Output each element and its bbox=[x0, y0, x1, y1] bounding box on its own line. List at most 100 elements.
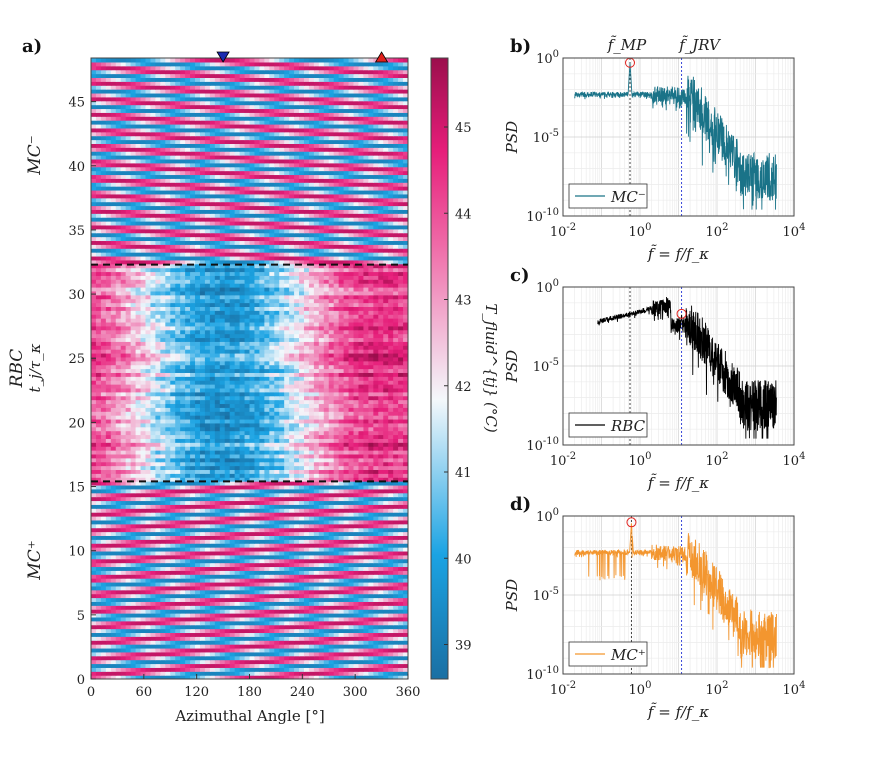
heatmap-cell bbox=[219, 667, 226, 672]
heatmap-cell bbox=[199, 651, 206, 657]
heatmap-cell bbox=[115, 655, 122, 661]
heatmap-cell bbox=[110, 671, 117, 676]
heatmap-cell bbox=[150, 465, 156, 471]
heatmap-cell bbox=[145, 667, 152, 672]
heatmap-cell bbox=[150, 671, 156, 676]
heatmap-cell bbox=[259, 613, 265, 618]
heatmap-cell bbox=[328, 481, 335, 486]
heatmap-cell bbox=[338, 628, 345, 634]
heatmap-cell bbox=[328, 523, 335, 529]
heatmap-cell bbox=[249, 550, 256, 556]
heatmap-cell bbox=[259, 578, 265, 583]
heatmap-cell bbox=[333, 547, 340, 552]
heatmap-cell bbox=[95, 624, 102, 630]
heatmap-cell bbox=[195, 578, 201, 583]
heatmap-cell bbox=[299, 387, 305, 393]
heatmap-cell bbox=[368, 535, 374, 540]
heatmap-cell bbox=[328, 508, 335, 513]
heatmap-cell bbox=[140, 407, 147, 412]
heatmap-cell bbox=[195, 384, 201, 389]
heatmap-cell bbox=[135, 387, 142, 393]
heatmap-cell bbox=[234, 574, 241, 579]
heatmap-cell bbox=[328, 395, 335, 401]
heatmap-cell bbox=[388, 399, 394, 405]
heatmap-cell bbox=[224, 519, 231, 525]
heatmap-cell bbox=[318, 539, 325, 544]
heatmap-cell bbox=[313, 523, 320, 529]
heatmap-cell bbox=[100, 589, 107, 595]
heatmap-cell bbox=[229, 453, 236, 459]
heatmap-cell bbox=[219, 543, 226, 548]
heatmap-cell bbox=[130, 403, 137, 408]
heatmap-cell bbox=[318, 391, 325, 397]
heatmap-cell bbox=[145, 574, 152, 579]
heatmap-cell bbox=[254, 465, 260, 471]
heatmap-cell bbox=[91, 426, 97, 432]
heatmap-cell bbox=[348, 411, 355, 416]
heatmap-cell bbox=[125, 496, 132, 502]
heatmap-cell bbox=[259, 539, 265, 544]
heatmap-cell bbox=[343, 636, 350, 641]
heatmap-cell bbox=[190, 651, 196, 657]
heatmap-cell bbox=[155, 620, 161, 626]
heatmap-cell bbox=[155, 434, 161, 439]
heatmap-cell bbox=[383, 667, 389, 672]
heatmap-cell bbox=[254, 578, 260, 583]
heatmap-cell bbox=[234, 519, 241, 525]
heatmap-cell bbox=[373, 597, 379, 602]
heatmap-cell bbox=[403, 527, 408, 533]
heatmap-cell bbox=[120, 500, 127, 505]
heatmap-cell bbox=[105, 554, 112, 560]
heatmap-cell bbox=[279, 453, 285, 459]
heatmap-cell bbox=[269, 539, 275, 544]
heatmap-cell bbox=[269, 597, 275, 602]
heatmap-cell bbox=[130, 430, 137, 436]
heatmap-cell bbox=[199, 430, 206, 436]
heatmap-cell bbox=[279, 411, 285, 416]
heatmap-cell bbox=[180, 562, 186, 568]
heatmap-cell bbox=[368, 671, 374, 676]
heatmap-cell bbox=[170, 663, 176, 668]
heatmap-cell bbox=[135, 512, 142, 517]
heatmap-cell bbox=[234, 640, 241, 645]
heatmap-cell bbox=[373, 659, 379, 665]
heatmap-cell bbox=[353, 473, 360, 478]
heatmap-cell bbox=[224, 422, 231, 428]
heatmap-cell bbox=[135, 644, 142, 649]
heatmap-cell bbox=[209, 651, 216, 657]
heatmap-cell bbox=[303, 644, 310, 649]
heatmap-cell bbox=[328, 597, 335, 602]
heatmap-cell bbox=[125, 446, 132, 451]
heatmap-cell bbox=[249, 523, 256, 529]
heatmap-cell bbox=[303, 651, 310, 657]
heatmap-cell bbox=[185, 531, 191, 536]
heatmap-cell bbox=[100, 500, 107, 505]
heatmap-cell bbox=[388, 547, 394, 552]
heatmap-cell bbox=[403, 547, 408, 552]
heatmap-cell bbox=[254, 488, 260, 494]
heatmap-cell bbox=[269, 469, 275, 474]
heatmap-cell bbox=[209, 675, 216, 679]
heatmap-cell bbox=[398, 477, 404, 482]
heatmap-cell bbox=[185, 566, 191, 571]
heatmap-cell bbox=[244, 647, 251, 653]
heatmap-cell bbox=[105, 477, 112, 482]
heatmap-cell bbox=[299, 585, 305, 591]
heatmap-cell bbox=[318, 442, 325, 447]
heatmap-cell bbox=[289, 628, 295, 634]
heatmap-cell bbox=[328, 550, 335, 556]
heatmap-cell bbox=[249, 500, 256, 505]
heatmap-cell bbox=[294, 438, 300, 443]
heatmap-cell bbox=[199, 527, 206, 533]
heatmap-cell bbox=[140, 391, 147, 397]
heatmap-cell bbox=[323, 632, 330, 637]
heatmap-cell bbox=[323, 609, 330, 614]
heatmap-cell bbox=[328, 512, 335, 517]
heatmap-cell bbox=[363, 671, 369, 676]
heatmap-cell bbox=[234, 667, 241, 672]
heatmap-cell bbox=[150, 558, 156, 564]
heatmap-cell bbox=[353, 426, 360, 432]
heatmap-cell bbox=[294, 512, 300, 517]
heatmap-cell bbox=[125, 651, 132, 657]
heatmap-cell bbox=[284, 616, 290, 622]
